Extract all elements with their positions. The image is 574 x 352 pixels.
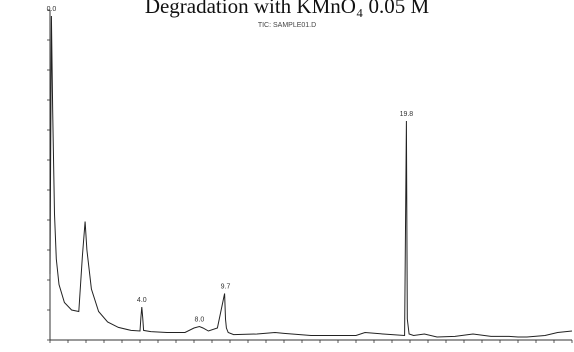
peak-label-1: 4.0 [137,297,147,304]
chart-axes [47,9,573,343]
peak-label-0: 0.0 [47,6,57,13]
peak-label-3: 8.0 [195,317,205,324]
peak-label-2: 9.7 [221,284,231,291]
series-line-0 [49,15,573,338]
chart-marks [49,15,573,338]
peak-labels: 0.0 4.0 9.7 8.0 19.8 [47,6,414,324]
peak-label-4: 19.8 [400,111,414,118]
chart-title: Degradation with KMnO₄ 0.05 M [144,0,430,18]
chart-subtitle: TIC: SAMPLE01.D [257,22,317,29]
